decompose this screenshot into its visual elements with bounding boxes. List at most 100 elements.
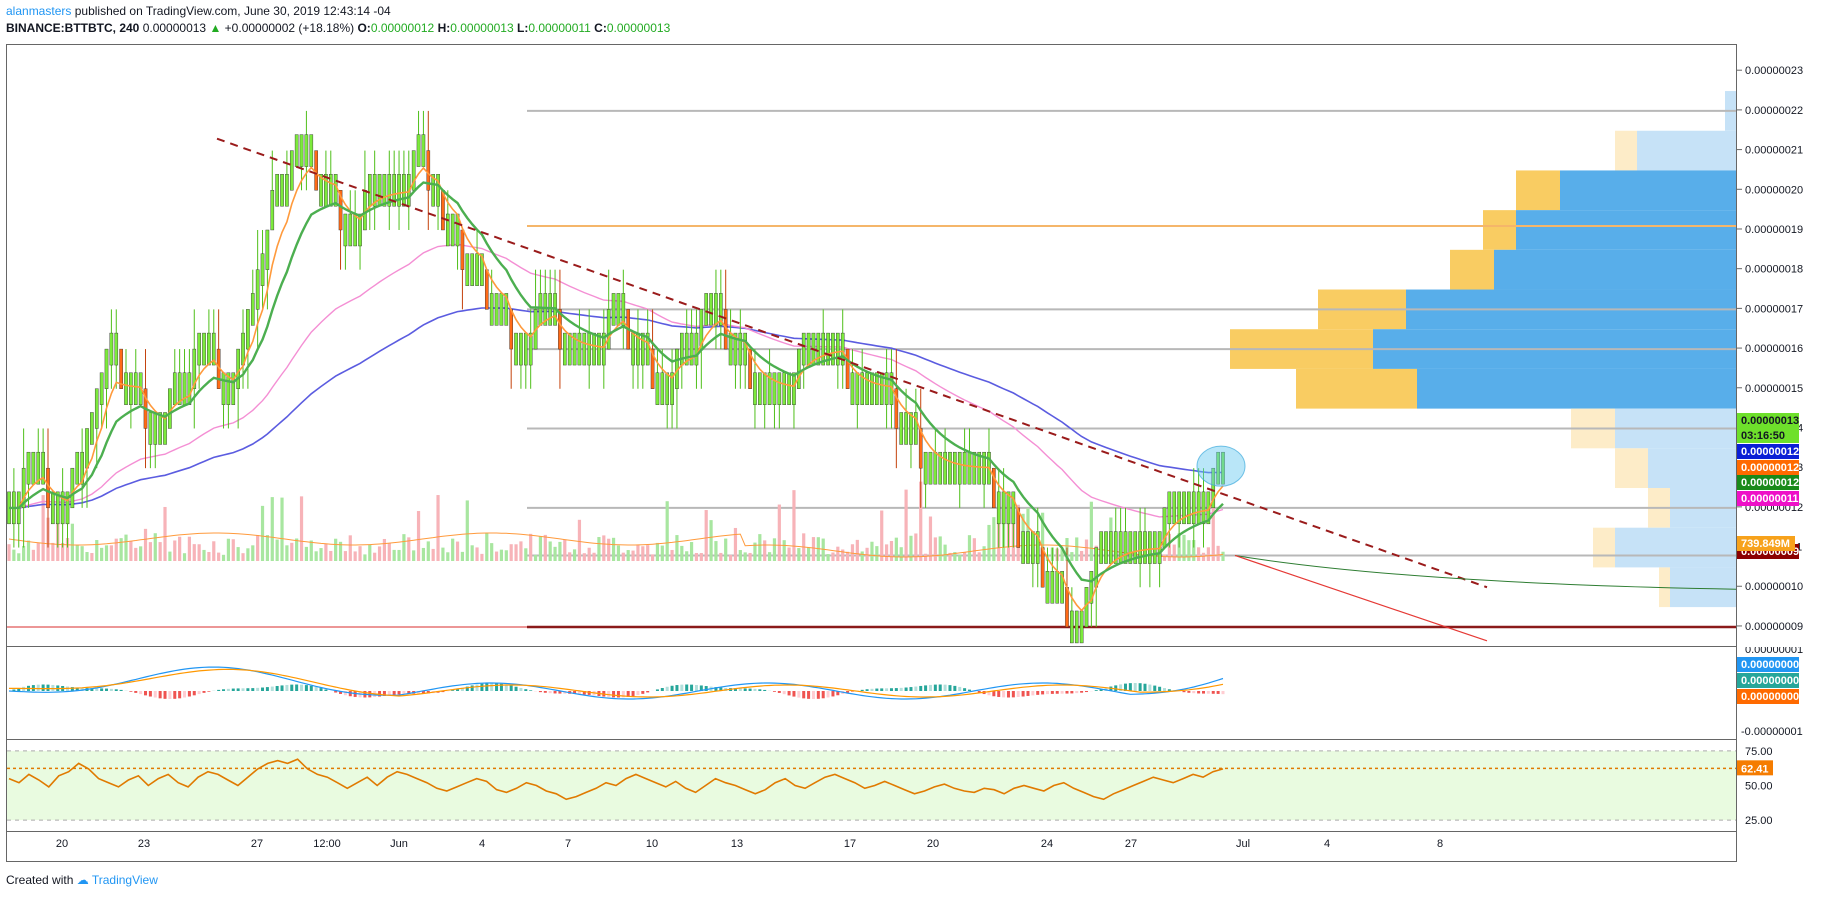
macd-histogram-bar xyxy=(1119,684,1123,691)
candle-body xyxy=(558,309,562,350)
candle-body xyxy=(748,348,752,389)
macd-histogram-bar xyxy=(582,691,586,695)
macd-histogram-bar xyxy=(919,685,923,691)
candle-body xyxy=(1221,451,1225,485)
price-label xyxy=(1737,444,1799,459)
macd-histogram-bar xyxy=(607,691,611,698)
macd-histogram-bar xyxy=(719,687,723,691)
candle-body xyxy=(504,293,509,326)
macd-histogram-bar xyxy=(295,684,299,691)
volume-bar xyxy=(792,490,796,561)
volume-bar xyxy=(241,553,245,561)
macd-histogram-bar xyxy=(1036,691,1040,695)
author-link[interactable]: alanmasters xyxy=(6,4,72,18)
volume-bar xyxy=(909,535,913,561)
price-axis[interactable]: 0.00000023 0.00000022 0.00000021 0.00000020… xyxy=(1688,44,1828,647)
tradingview-link[interactable]: TradingView xyxy=(91,873,158,887)
macd-histogram-bar xyxy=(163,691,167,699)
candle-body xyxy=(46,467,50,509)
candle-body xyxy=(782,372,787,405)
volume-profile-up-2 xyxy=(1516,170,1560,211)
rsi-chart[interactable] xyxy=(7,740,1736,831)
volume-bar xyxy=(967,535,972,561)
volume-bar xyxy=(914,533,918,561)
candle-body xyxy=(514,332,518,366)
candle-body xyxy=(1138,531,1142,564)
candle-body xyxy=(1133,531,1138,564)
macd-histogram-bar xyxy=(904,687,908,691)
time-axis[interactable]: 20 23 27 12:00 Jun 4 7 10 13 17 20 24 27 Jul 4 8 xyxy=(6,832,1737,862)
macd-histogram-bar xyxy=(1148,684,1152,691)
volume-bar xyxy=(636,545,640,561)
macd-histogram-bar xyxy=(694,684,698,691)
volume-bar xyxy=(280,497,284,561)
macd-histogram-bar xyxy=(148,691,152,697)
candle-body xyxy=(899,412,904,445)
price-tick-label: 0.00000016 xyxy=(1745,343,1803,355)
time-tick-label: 27 xyxy=(1125,838,1137,850)
volume-bar xyxy=(504,550,508,561)
macd-histogram-bar xyxy=(1055,691,1059,694)
time-tick-label: 4 xyxy=(479,838,485,850)
volume-bar xyxy=(1182,534,1186,561)
rsi-line xyxy=(8,758,1224,801)
macd-histogram-bar xyxy=(587,691,591,695)
volume-bar xyxy=(490,543,494,561)
candle-body xyxy=(509,309,513,350)
rsi-pane[interactable] xyxy=(6,740,1737,832)
volume-bar xyxy=(631,550,635,561)
macd-histogram-bar xyxy=(821,691,825,699)
candle-body xyxy=(660,372,665,405)
macd-histogram-bar xyxy=(314,686,318,691)
macd-histogram-bar xyxy=(70,687,74,691)
macd-histogram-bar xyxy=(777,691,781,693)
created-with-text: Created with xyxy=(6,873,74,887)
candle-body xyxy=(231,372,236,405)
macd-histogram-bar xyxy=(397,691,401,695)
rsi-tick-label: 25.00 xyxy=(1745,815,1773,827)
time-tick-label: Jun xyxy=(390,838,408,850)
candle-body xyxy=(470,253,474,286)
candle-body xyxy=(114,332,119,366)
macd-axis[interactable]: 0.00000001 -0.00000001 0.00000000 0.0000000… xyxy=(1737,644,1828,740)
macd-pane[interactable] xyxy=(6,647,1737,740)
tradingview-logo-icon[interactable]: ☁ xyxy=(76,873,89,887)
macd-histogram-bar xyxy=(402,691,406,695)
macd-chart[interactable] xyxy=(7,647,1736,739)
volume-bar xyxy=(402,534,406,561)
macd-histogram-bar xyxy=(1084,691,1088,693)
macd-histogram-bar xyxy=(865,689,869,691)
macd-histogram-bar xyxy=(772,691,776,692)
candle-body xyxy=(694,332,699,366)
candle-body xyxy=(1026,531,1030,564)
volume-bar xyxy=(304,546,309,561)
volume-bar xyxy=(982,546,986,561)
candle-body xyxy=(304,134,309,167)
candle-body xyxy=(153,412,158,445)
volume-bar xyxy=(446,552,450,561)
macd-histogram-bar xyxy=(894,688,898,691)
candle-body xyxy=(665,372,669,405)
volume-bar xyxy=(519,541,523,561)
macd-histogram-bar xyxy=(51,684,55,691)
candle-body xyxy=(650,348,655,389)
macd-histogram-bar xyxy=(577,691,581,695)
rsi-band xyxy=(7,750,1736,821)
macd-histogram-bar xyxy=(348,691,352,697)
macd-histogram-bar xyxy=(300,684,304,691)
volume-bar xyxy=(217,552,221,561)
volume-profile-up-9 xyxy=(1615,448,1648,489)
rsi-axis[interactable]: 75.00 50.00 25.00 62.41 xyxy=(1737,740,1828,832)
macd-histogram-bar xyxy=(1075,691,1079,694)
macd-histogram-bar xyxy=(1221,691,1225,695)
candle-body xyxy=(1011,491,1016,525)
price-chart[interactable] xyxy=(7,45,1737,646)
candle-body xyxy=(689,332,694,366)
macd-histogram-bar xyxy=(763,689,767,691)
volume-bar xyxy=(431,548,435,561)
price-label xyxy=(1737,475,1799,490)
candle-body xyxy=(1187,491,1191,525)
volume-bar xyxy=(870,541,874,561)
price-pane[interactable] xyxy=(6,44,1737,647)
candle-body xyxy=(94,388,99,429)
